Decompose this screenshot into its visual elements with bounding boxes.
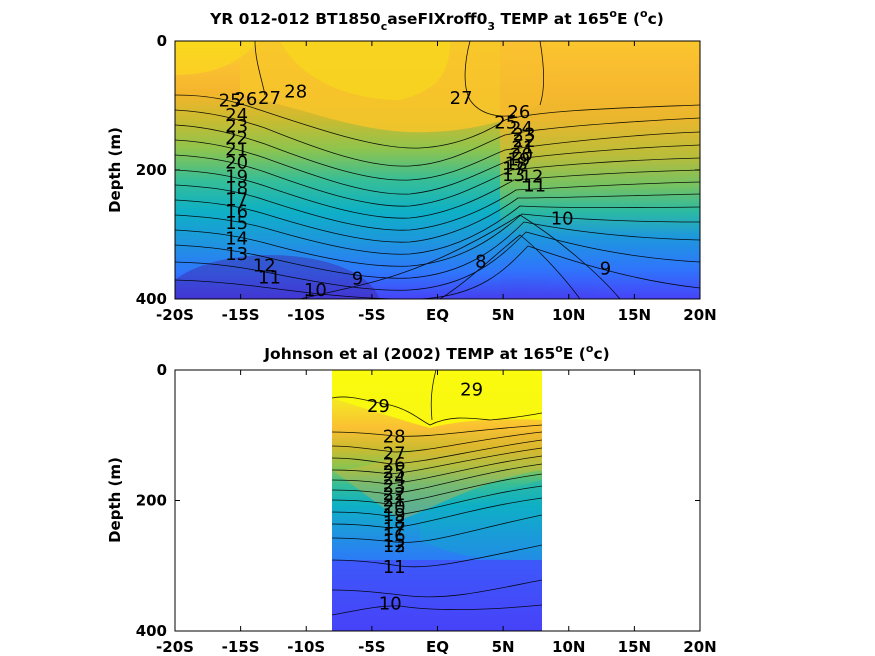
contour-label: 20	[225, 152, 248, 173]
contour-label: 24	[383, 468, 406, 489]
contour-label: 26	[234, 89, 257, 110]
contour-label: 18	[505, 154, 528, 175]
y-tick-label: 400	[136, 290, 167, 308]
contour-label: 21	[511, 137, 534, 158]
x-tick-label: 15N	[618, 306, 651, 324]
contour-label: 17	[383, 519, 406, 540]
y-tick-label: 400	[136, 622, 167, 640]
contour-label: 18	[225, 178, 248, 199]
y-tick-label: 0	[157, 361, 167, 379]
x-tick-label: -20S	[156, 306, 194, 324]
contour-label: 13	[225, 244, 248, 265]
x-tick-label: -20S	[156, 638, 194, 656]
contour-label: 16	[383, 526, 406, 547]
contour-label: 11	[523, 175, 546, 196]
top-chart-title: YR 012-012 BT1850caseFIXroff03 TEMP at 1…	[209, 7, 664, 33]
contour-label: 13	[502, 165, 525, 186]
y-tick-label: 200	[136, 492, 167, 510]
contour-label: 9	[600, 259, 611, 280]
contour-label: 23	[225, 116, 248, 137]
x-tick-label: 10N	[552, 306, 585, 324]
contour-label: 10	[304, 280, 327, 301]
x-tick-label: -15S	[222, 638, 260, 656]
contour-label: 23	[513, 125, 536, 146]
contour-label: 24	[510, 118, 533, 139]
x-tick-label: -5S	[358, 306, 385, 324]
x-tick-label: 20N	[683, 306, 716, 324]
top-contour-lines	[175, 41, 700, 299]
contour-label: 12	[253, 255, 276, 276]
contour-label: 24	[225, 105, 248, 126]
contour-label: 8	[475, 252, 486, 273]
contour-label: 27	[450, 88, 473, 109]
contour-label: 11	[383, 557, 406, 578]
contour-label: 22	[383, 484, 406, 505]
bottom-axis-ticks: -20S -15S -10S -5S EQ 5N 10N 15N 20N 0 200 400	[136, 361, 717, 656]
y-tick-label: 200	[136, 161, 167, 179]
contour-label: 19	[383, 505, 406, 526]
x-tick-label: EQ	[426, 638, 449, 656]
x-tick-label: 15N	[618, 638, 651, 656]
x-tick-label: -10S	[287, 306, 325, 324]
top-panel: YR 012-012 BT1850caseFIXroff03 TEMP at 1…	[106, 7, 717, 324]
contour-label: 23	[383, 476, 406, 497]
contour-label: 20	[383, 497, 406, 518]
x-tick-label: -10S	[287, 638, 325, 656]
bottom-y-axis-label: Depth (m)	[106, 457, 124, 543]
contour-label: 21	[383, 491, 406, 512]
contour-label: 26	[507, 102, 530, 123]
bottom-panel: Johnson et al (2002) TEMP at 165oE (oc)	[106, 342, 717, 656]
contour-label: 18	[383, 513, 406, 534]
x-tick-label: -15S	[222, 306, 260, 324]
top-contour-labels: 2827262524232221201918171615141312111092…	[219, 81, 612, 301]
x-tick-label: 5N	[492, 638, 515, 656]
contour-label: 20	[510, 145, 533, 166]
contour-label: 10	[551, 208, 574, 229]
contour-label: 19	[507, 150, 530, 171]
x-tick-label: 10N	[552, 638, 585, 656]
bottom-chart-title: Johnson et al (2002) TEMP at 165oE (oc)	[263, 342, 609, 363]
contour-label: 19	[225, 166, 248, 187]
contour-label: 13	[383, 536, 406, 557]
contour-label: 27	[258, 88, 281, 109]
contour-label: 12	[521, 166, 544, 187]
x-tick-label: 5N	[492, 306, 515, 324]
contour-label: 17	[502, 159, 525, 180]
contour-label: 27	[383, 444, 406, 465]
contour-label: 17	[225, 190, 248, 211]
contour-label: 26	[383, 454, 406, 475]
contour-label: 11	[258, 268, 281, 289]
contour-label: 28	[383, 427, 406, 448]
contour-label: 9	[352, 268, 363, 289]
contour-label: 22	[225, 128, 248, 149]
x-tick-label: 20N	[683, 638, 716, 656]
x-tick-label: EQ	[426, 306, 449, 324]
contour-label: 16	[225, 201, 248, 222]
contour-label: 21	[225, 139, 248, 160]
x-tick-label: -5S	[358, 638, 385, 656]
contour-label: 29	[460, 380, 483, 401]
contour-label: 22	[513, 131, 536, 152]
contour-label: 25	[219, 90, 242, 111]
contour-label: 15	[225, 213, 248, 234]
contour-label: 25	[383, 462, 406, 483]
top-axis-ticks: -20S -15S -10S -5S EQ 5N 10N 15N 20N 0 200 400	[136, 32, 717, 324]
contour-label: 12	[383, 536, 406, 557]
contour-label: 25	[494, 112, 517, 133]
contour-label: 14	[225, 228, 248, 249]
bottom-contour-lines	[332, 370, 542, 616]
top-y-axis-label: Depth (m)	[106, 127, 124, 213]
contour-label: 10	[379, 594, 402, 615]
top-heatmap: 2827262524232221201918171615141312111092…	[175, 41, 700, 301]
contour-label: 28	[284, 81, 307, 102]
contour-label: 29	[367, 396, 390, 417]
contour-label: 15	[383, 531, 406, 552]
y-tick-label: 0	[157, 32, 167, 50]
